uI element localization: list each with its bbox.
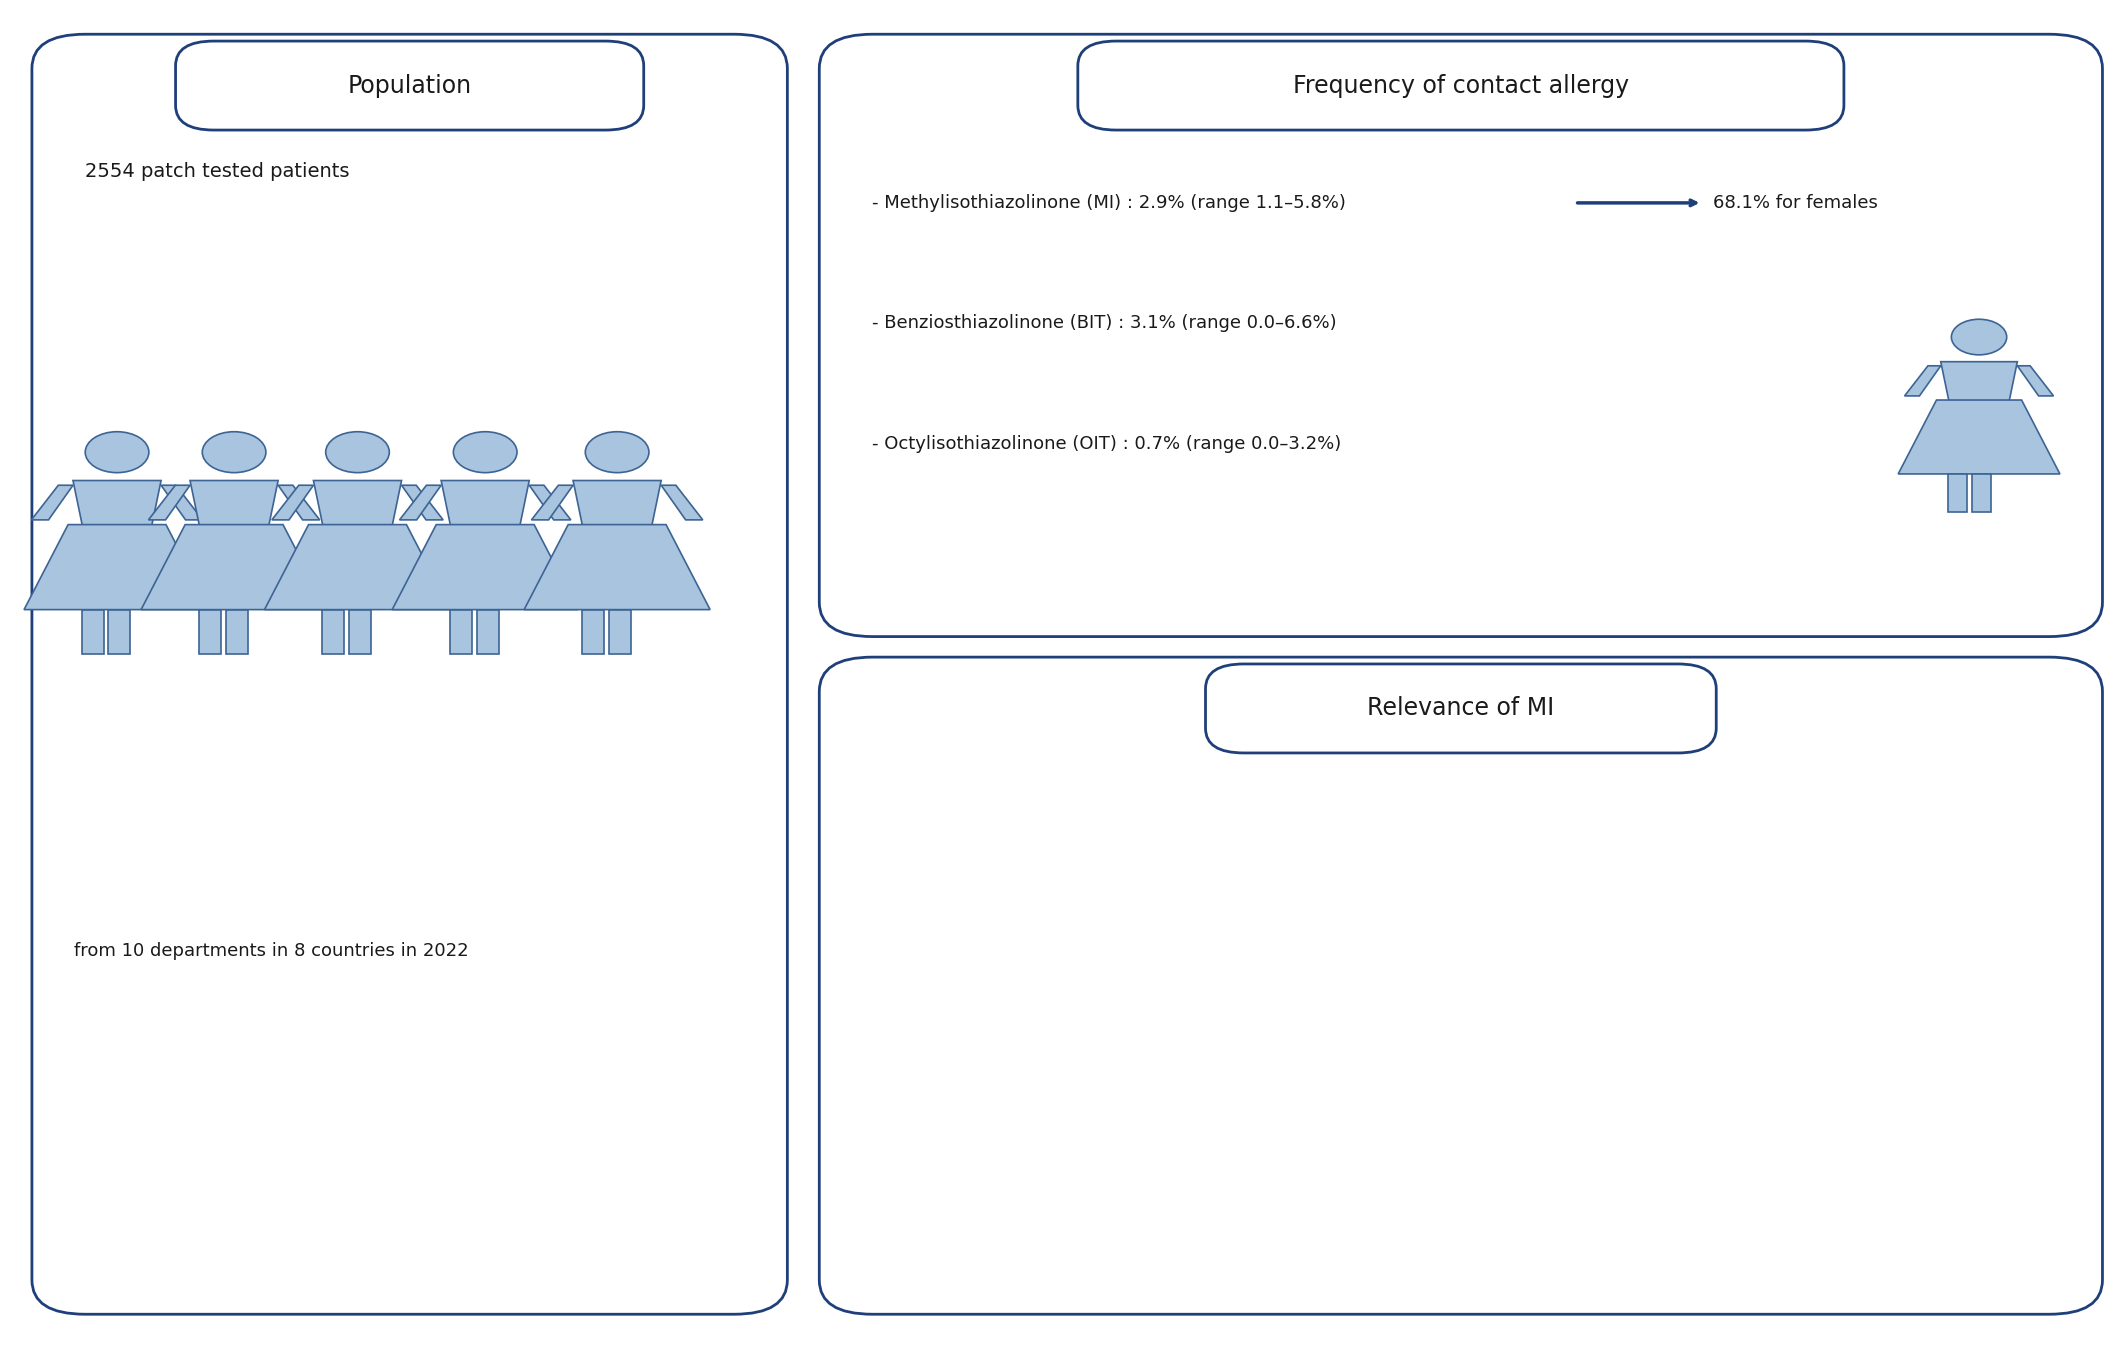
Text: from 10 departments in 8 countries in 2022: from 10 departments in 8 countries in 20…: [74, 942, 468, 961]
Text: Population: Population: [347, 74, 472, 97]
X-axis label: Study Period: Study Period: [1058, 1269, 1158, 1284]
Y-axis label: % of relevant positives: % of relevant positives: [1419, 951, 1434, 1136]
Text: 68.1% for females: 68.1% for females: [1713, 194, 1877, 212]
Text: - Methylisothiazolinone (MI) : 2.9% (range 1.1–5.8%): - Methylisothiazolinone (MI) : 2.9% (ran…: [872, 194, 1347, 212]
Y-axis label: % of tested: % of tested: [838, 998, 853, 1090]
X-axis label: Study Period: Study Period: [1679, 1269, 1779, 1284]
Text: Map error:
No module named 'geopandas': Map error: No module named 'geopandas': [323, 1112, 496, 1134]
Title: Outbreak of contact allergy to
MI faded: Outbreak of contact allergy to MI faded: [977, 802, 1238, 842]
Text: - Octylisothiazolinone (OIT) : 0.7% (range 0.0–3.2%): - Octylisothiazolinone (OIT) : 0.7% (ran…: [872, 435, 1343, 453]
Text: Frequency of contact allergy: Frequency of contact allergy: [1294, 74, 1628, 97]
Title: MI still common allergen with
clinical relevance: MI still common allergen with clinical r…: [1600, 802, 1858, 842]
Text: - Benziosthiazolinone (BIT) : 3.1% (range 0.0–6.6%): - Benziosthiazolinone (BIT) : 3.1% (rang…: [872, 315, 1336, 333]
Legend: Rinse-off, Leave-on, Household, Other: Rinse-off, Leave-on, Household, Other: [1866, 856, 1983, 939]
Text: 2554 patch tested patients: 2554 patch tested patients: [85, 162, 349, 181]
Text: Relevance of MI: Relevance of MI: [1368, 697, 1553, 720]
